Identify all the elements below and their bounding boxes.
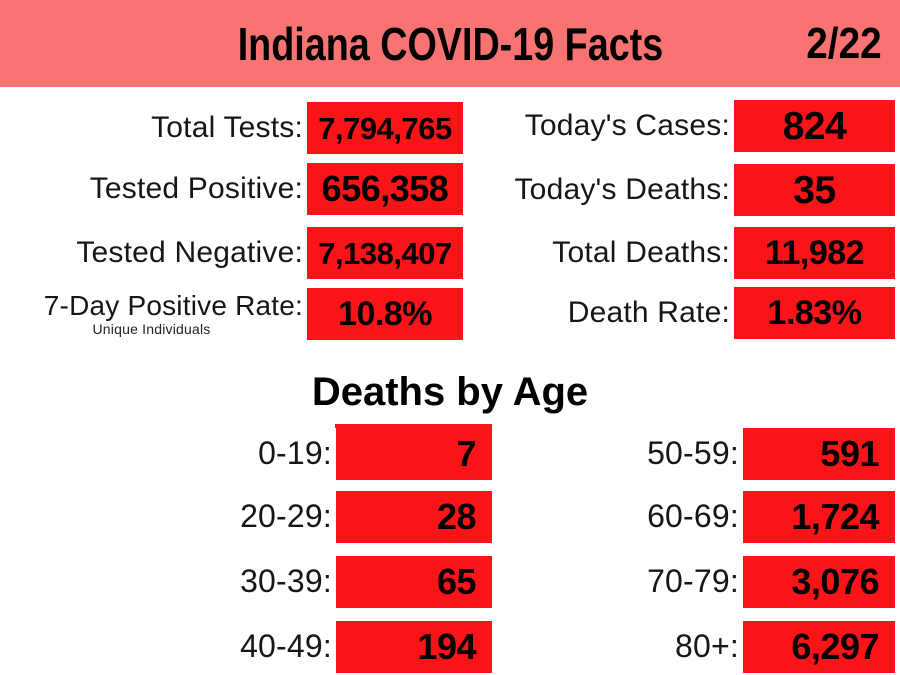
age-label: 20-29:: [240, 498, 332, 535]
age-row-20-29: 20-29: 28: [0, 491, 492, 543]
age-row-80-plus: 80+: 6,297: [450, 621, 895, 673]
stat-label: Today's Deaths:: [514, 173, 730, 207]
stat-label-text: 7-Day Positive Rate:: [43, 289, 303, 321]
stat-value-box: 656,358: [307, 163, 463, 215]
stat-row-tested-negative: Tested Negative: 7,138,407: [0, 227, 463, 279]
age-label: 0-19:: [258, 435, 332, 472]
stat-value-box: 7,138,407: [307, 227, 463, 279]
age-label: 50-59:: [647, 435, 739, 472]
age-label: 70-79:: [647, 563, 739, 600]
age-row-50-59: 50-59: 591: [450, 428, 895, 480]
page-title: Indiana COVID-19 Facts: [0, 17, 900, 71]
age-row-30-39: 30-39: 65: [0, 556, 492, 608]
stat-row-todays-deaths: Today's Deaths: 35: [460, 164, 897, 216]
stat-label: 7-Day Positive Rate: Unique Individuals: [0, 291, 307, 337]
age-label: 40-49:: [240, 628, 332, 665]
age-value-box: 28: [336, 491, 492, 543]
stat-row-tested-positive: Tested Positive: 656,358: [0, 163, 463, 215]
stat-label: Tested Negative:: [76, 236, 303, 270]
age-label: 80+:: [675, 628, 739, 665]
stat-row-todays-cases: Today's Cases: 824: [460, 100, 897, 152]
age-row-60-69: 60-69: 1,724: [450, 491, 895, 543]
age-value-box: 6,297: [743, 621, 895, 673]
age-label: 60-69:: [647, 498, 739, 535]
age-value-box: 7: [336, 428, 492, 480]
stat-row-total-tests: Total Tests: 7,794,765: [0, 102, 463, 154]
stat-sublabel: Unique Individuals: [92, 321, 211, 338]
stat-value-box: 824: [734, 100, 895, 152]
age-value-box: 591: [743, 428, 895, 480]
stat-value-box: 10.8%: [307, 288, 463, 340]
age-value-box: 65: [336, 556, 492, 608]
page-title-text: Indiana COVID-19 Facts: [237, 17, 663, 70]
age-value-box: 194: [336, 621, 492, 673]
stat-value-box: 1.83%: [734, 287, 895, 339]
header-date: 2/22: [796, 19, 882, 69]
header-date-text: 2/22: [806, 18, 882, 68]
stat-row-death-rate: Death Rate: 1.83%: [460, 287, 897, 339]
stat-label: Today's Cases:: [524, 109, 730, 143]
stat-label: Death Rate:: [567, 296, 730, 330]
stat-value-box: 35: [734, 164, 895, 216]
age-value-box: 3,076: [743, 556, 895, 608]
stat-value-box: 7,794,765: [307, 102, 463, 154]
header-bar: Indiana COVID-19 Facts 2/22: [0, 0, 900, 87]
age-row-70-79: 70-79: 3,076: [450, 556, 895, 608]
section-title-deaths-by-age: Deaths by Age: [311, 370, 589, 414]
stat-label: Total Deaths:: [552, 236, 730, 270]
stat-row-positive-rate: 7-Day Positive Rate: Unique Individuals …: [0, 288, 463, 340]
age-row-0-19: 0-19: 7: [0, 428, 492, 480]
age-row-40-49: 40-49: 194: [0, 621, 492, 673]
stat-row-total-deaths: Total Deaths: 11,982: [460, 227, 897, 279]
stat-label: Total Tests:: [151, 111, 303, 145]
section-title-underline: [335, 424, 492, 428]
age-value-box: 1,724: [743, 491, 895, 543]
stat-value-box: 11,982: [734, 227, 895, 279]
age-label: 30-39:: [240, 563, 332, 600]
stat-label: Tested Positive:: [89, 172, 303, 206]
